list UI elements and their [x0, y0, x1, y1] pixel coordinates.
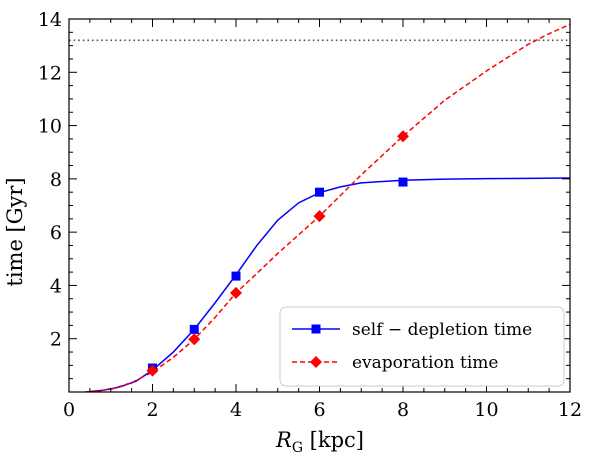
data-point-0-3 — [315, 187, 324, 197]
x-axis-label-unit: [kpc] — [303, 428, 364, 452]
x-tick-label: 0 — [63, 399, 75, 421]
series-line-1 — [85, 23, 570, 392]
data-point-1-1 — [188, 333, 201, 346]
legend-box — [279, 306, 565, 387]
y-tick-label: 14 — [38, 9, 62, 31]
x-tick-label: 6 — [313, 399, 325, 421]
x-tick-label: 4 — [230, 399, 242, 421]
y-tick-label: 4 — [50, 275, 62, 297]
y-tick-label: 8 — [50, 169, 62, 191]
data-point-0-4 — [398, 177, 408, 187]
y-tick-label: 6 — [50, 222, 62, 244]
axis-ticks — [68, 18, 571, 393]
y-tick-label: 10 — [38, 116, 62, 138]
legend-label-0: self − depletion time — [352, 320, 532, 340]
data-point-0-2 — [231, 271, 241, 281]
legend-marker-0 — [311, 324, 321, 334]
series-curves — [85, 23, 570, 392]
x-axis-label-subscript: G — [292, 440, 303, 456]
series-markers-1 — [146, 130, 409, 377]
legend-label-1: evaporation time — [352, 353, 498, 373]
series-line-0 — [85, 177, 570, 392]
data-point-1-3 — [313, 210, 326, 223]
x-tick-label: 8 — [397, 399, 409, 421]
x-axis-label-main: R — [275, 428, 292, 452]
data-point-0-1 — [189, 324, 199, 334]
data-point-1-2 — [230, 286, 242, 299]
data-point-1-0 — [146, 364, 159, 377]
y-tick-label: 12 — [38, 62, 62, 84]
x-tick-label: 10 — [474, 399, 498, 421]
x-tick-label: 2 — [146, 399, 158, 421]
y-axis-label: time [Gyr] — [3, 177, 27, 286]
legend: self − depletion time evaporation time — [279, 306, 565, 387]
data-point-1-4 — [397, 130, 409, 143]
y-tick-label: 2 — [50, 329, 62, 351]
legend-marker-1 — [310, 356, 322, 368]
plot-area: 0 2 4 6 8 10 12 2 4 6 8 10 12 14 self − depletion time… — [38, 9, 582, 421]
x-tick-label: 12 — [558, 399, 582, 421]
x-axis-label: RG [kpc] — [275, 428, 364, 456]
